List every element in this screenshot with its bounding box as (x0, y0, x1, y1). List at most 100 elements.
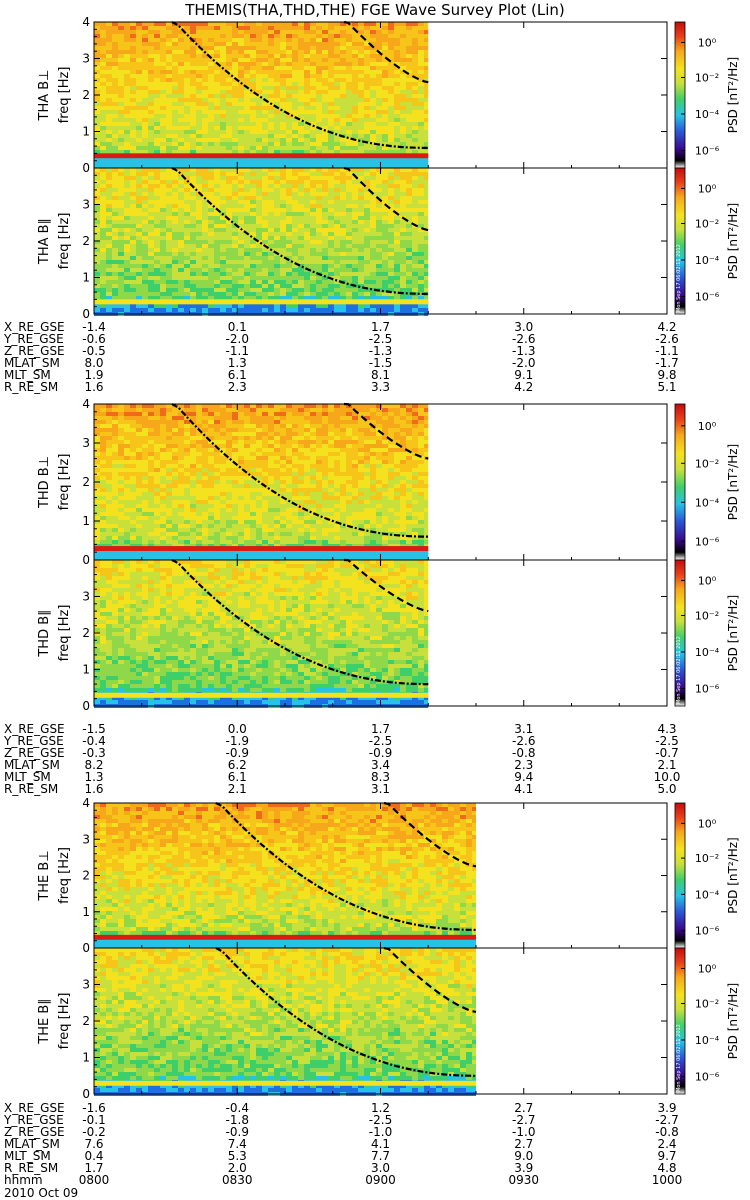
y-axis-label: freq [Hz] (57, 993, 72, 1050)
y-tick-label: 2 (82, 626, 90, 640)
ephemeris-value: 4.2 (657, 320, 677, 334)
spectrogram-cells (94, 803, 476, 951)
low-frequency-band (94, 158, 429, 168)
ephemeris-value: 3.4 (370, 758, 391, 772)
ephemeris-value: 2.1 (657, 758, 677, 772)
ephemeris-value: 4.1 (514, 782, 534, 796)
ephemeris-value: -0.5 (82, 344, 106, 358)
spectrogram-cells (94, 168, 429, 316)
ephemeris-value: 6.1 (227, 770, 247, 784)
colorbar-tick-label: 10⁻⁶ (695, 925, 720, 938)
panel-label: THA B⊥ (37, 70, 52, 122)
ephemeris-value: -1.1 (225, 344, 249, 358)
ephemeris-value: -1.8 (225, 1113, 249, 1127)
spin-tone-band (94, 546, 429, 552)
ephemeris-value: -2.5 (368, 332, 393, 346)
ephemeris-value: 0830 (221, 1173, 253, 1187)
ephemeris-value: -0.1 (82, 1113, 106, 1127)
ephemeris-label: X_RE_GSE (4, 320, 65, 334)
colorbar-tick-label: 10⁻⁴ (695, 496, 720, 509)
colorbar-label: PSD [nT²/Hz] (726, 203, 740, 279)
spin-tone-band (94, 299, 429, 305)
ephemeris-label: MLAT_SM (4, 1137, 60, 1151)
ephemeris-value: -1.1 (655, 344, 679, 358)
ephemeris-value: 3.3 (370, 380, 391, 394)
y-tick-label: 3 (82, 52, 90, 66)
colorbar-tick-label: 10⁻⁴ (695, 108, 720, 121)
ephemeris-label: hhmm (4, 1173, 43, 1187)
colorbar-tick-label: 10⁻² (695, 609, 719, 622)
colorbar-tick-label: 10⁻² (695, 71, 719, 84)
colorbar-tick-label: 10⁰ (698, 817, 717, 830)
spin-tone-band (94, 692, 429, 698)
ephemeris-value: 9.0 (514, 1149, 534, 1163)
dashdot-curve (171, 559, 429, 686)
colorbar-tick-label: 10⁻⁴ (695, 254, 720, 267)
y-tick-label: 2 (82, 88, 90, 102)
spectrogram-panel-tha-bperp: 0 1 2 3 4 THA B⊥ freq [Hz] 10⁰ 10⁻² 10⁻⁴ 10⁻⁶ PSD [… (37, 15, 740, 175)
y-tick-label: 2 (82, 1014, 90, 1028)
ephemeris-value: -0.3 (82, 746, 106, 760)
spin-tone-band (94, 934, 476, 940)
timestamp-stamp: Mon Sep 17 06:02:11 2012 (676, 636, 682, 704)
colorbar (674, 167, 686, 315)
ephemeris-value: 2.3 (514, 758, 534, 772)
ephemeris-value: 3.0 (514, 320, 534, 334)
ephemeris-value: 5.0 (657, 782, 677, 796)
ephemeris-value: 2.0 (227, 1161, 247, 1175)
y-tick-label: 1 (82, 271, 90, 285)
y-tick-label: 1 (82, 125, 90, 139)
colorbar-label: PSD [nT²/Hz] (726, 595, 740, 671)
ephemeris-value: 1.7 (370, 320, 391, 334)
ephemeris-value: -1.9 (225, 734, 249, 748)
y-tick-label: 4 (82, 15, 90, 29)
y-tick-label: 0 (82, 699, 90, 713)
ephemeris-value: 1.6 (84, 380, 104, 394)
ephemeris-value: 4.2 (514, 380, 534, 394)
ephemeris-value: -0.8 (655, 1125, 679, 1139)
ephemeris-value: -2.5 (655, 734, 679, 748)
colorbar-label: PSD [nT²/Hz] (726, 57, 740, 133)
spectrogram-panel-the-bpar: 0 1 2 3 THE B∥ freq [Hz] 10⁰ 10⁻² 10⁻⁴ 10⁻⁶ PSD [n… (37, 946, 740, 1101)
ephemeris-value: -2.5 (368, 1113, 393, 1127)
dashdot-curve (171, 403, 429, 538)
y-axis-label: freq [Hz] (57, 454, 72, 511)
colorbar-tick-label: 10⁻² (695, 997, 719, 1010)
ephemeris-value: -1.4 (82, 320, 106, 334)
ephemeris-value: 7.4 (227, 1137, 247, 1151)
y-tick-label: 3 (82, 978, 90, 992)
ephemeris-value: -0.9 (225, 746, 249, 760)
panel-label: THD B∥ (37, 609, 52, 657)
ephemeris-label: MLAT_SM (4, 356, 60, 370)
ephemeris-value: 6.1 (227, 368, 247, 382)
ephemeris-value: 5.3 (227, 1149, 247, 1163)
ephemeris-value: 1.7 (370, 722, 391, 736)
ephemeris-value: 2.4 (657, 1137, 677, 1151)
y-tick-label: 1 (82, 514, 90, 528)
dashed-curve (343, 20, 429, 84)
colorbar-tick-label: 10⁰ (698, 420, 717, 433)
y-axis-label: freq [Hz] (57, 67, 72, 124)
ephemeris-value: 9.7 (657, 1149, 677, 1163)
spectrogram-panel-thd-bpar: 0 1 2 3 THD B∥ freq [Hz] 10⁰ 10⁻² 10⁻⁴ 10⁻⁶ PSD [n… (37, 558, 740, 713)
ephemeris-value: -1.6 (82, 1101, 106, 1115)
panel-label: THE B⊥ (37, 850, 52, 901)
y-axis-label: freq [Hz] (57, 213, 72, 270)
spectrogram-panel-tha-bpar: 0 1 2 3 THA B∥ freq [Hz] 10⁰ 10⁻² 10⁻⁴ 10⁻⁶ PSD [n… (37, 166, 740, 321)
ephemeris-value: 3.9 (514, 1161, 534, 1175)
ephemeris-value: -2.7 (512, 1113, 536, 1127)
colorbar (674, 21, 686, 169)
ephemeris-value: 2.7 (514, 1101, 534, 1115)
colorbar-tick-label: 10⁻⁴ (695, 888, 720, 901)
ephemeris-value: 1.7 (84, 1161, 104, 1175)
y-tick-label: 0 (82, 307, 90, 321)
spectrogram-cells (94, 560, 429, 708)
ephemeris-value: 7.7 (370, 1149, 391, 1163)
ephemeris-value: 10.0 (653, 770, 681, 784)
ephemeris-value: -2.7 (655, 1113, 679, 1127)
colorbar-tick-label: 10⁻⁶ (695, 682, 720, 695)
ephemeris-value: -2.6 (655, 332, 679, 346)
ephemeris-value: 4.8 (657, 1161, 677, 1175)
y-tick-label: 2 (82, 475, 90, 489)
colorbar-tick-label: 10⁻² (695, 457, 719, 470)
